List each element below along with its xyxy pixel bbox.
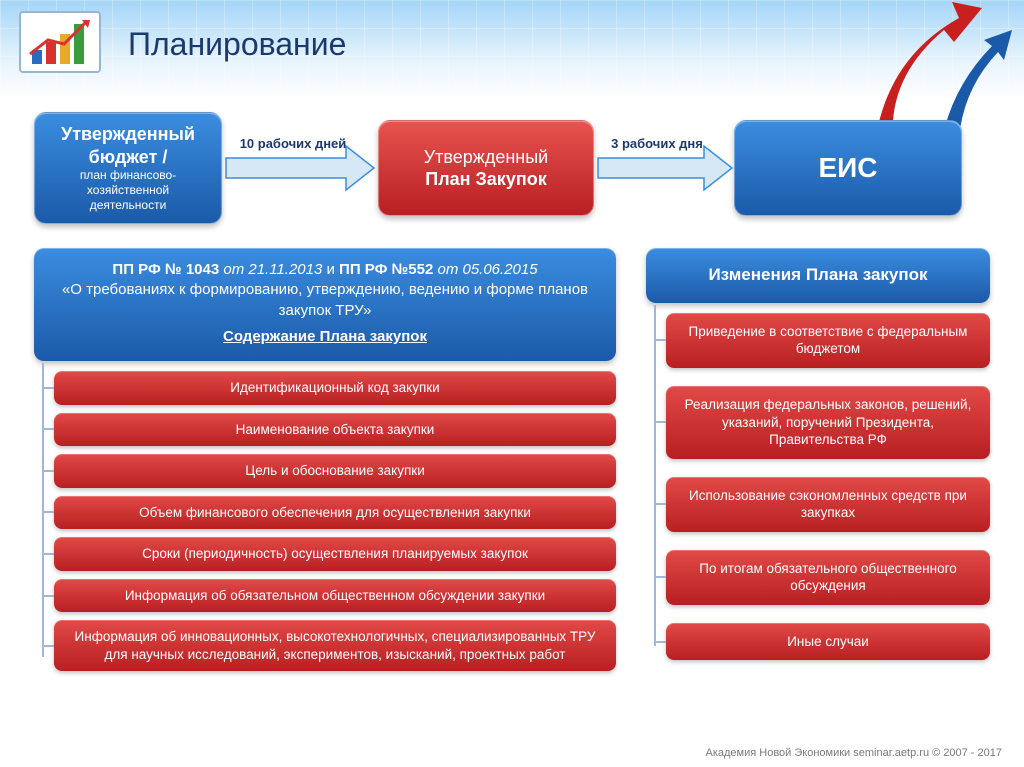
page-title: Планирование <box>128 26 346 63</box>
left-hdr-b1: ПП РФ № 1043 <box>112 261 219 278</box>
flow-box-budget-line3: план финансово-хозяйственной деятельност… <box>49 168 207 213</box>
flow-box-budget-line2: бюджет / <box>49 146 207 169</box>
left-hdr-underline: Содержание Плана закупок <box>223 327 427 347</box>
flow-box-plan-line2: План Закупок <box>393 168 579 191</box>
logo-chart-icon <box>18 10 102 74</box>
flow-arrow-1-label: 10 рабочих дней <box>222 136 364 151</box>
flow-box-plan-line1: Утвержденный <box>393 146 579 169</box>
right-pill: Использование сэкономленных средств при … <box>666 477 990 532</box>
right-pill: По итогам обязательного общественного об… <box>666 550 990 605</box>
left-hdr-line2: «О требованиях к формированию, утвержден… <box>52 280 598 321</box>
flow-box-eis: ЕИС <box>734 120 962 216</box>
left-pill: Информация об обязательном общественном … <box>54 579 616 613</box>
right-pill-list: Приведение в соответствие с федеральным … <box>646 313 990 660</box>
left-hdr-i2: от 05.06.2015 <box>433 261 537 278</box>
flow-box-budget-line1: Утвержденный <box>49 123 207 146</box>
left-hdr-mid: и <box>327 261 340 278</box>
left-pill: Наименование объекта закупки <box>54 413 616 447</box>
left-pill: Цель и обоснование закупки <box>54 454 616 488</box>
left-column: ПП РФ № 1043 от 21.11.2013 и ПП РФ №552 … <box>34 248 616 727</box>
flow-box-plan: Утвержденный План Закупок <box>378 120 594 216</box>
left-pill-list: Идентификационный код закупки Наименовани… <box>34 371 616 671</box>
right-pill: Иные случаи <box>666 623 990 661</box>
right-column-header: Изменения Плана закупок <box>646 248 990 303</box>
right-pill: Реализация федеральных законов, решений,… <box>666 386 990 459</box>
left-pill: Объем финансового обеспечения для осущес… <box>54 496 616 530</box>
flow-arrow-2-label: 3 рабочих дня <box>594 136 720 151</box>
footer-text: Академия Новой Экономики seminar.aetp.ru… <box>706 747 1003 759</box>
flow-row: Утвержденный бюджет / план финансово-хоз… <box>34 112 990 224</box>
left-pill: Сроки (периодичность) осуществления план… <box>54 537 616 571</box>
flow-arrow-2: 3 рабочих дня <box>594 138 734 198</box>
flow-box-eis-label: ЕИС <box>749 152 947 184</box>
right-column: Изменения Плана закупок Приведение в соо… <box>646 248 990 727</box>
left-pill: Идентификационный код закупки <box>54 371 616 405</box>
flow-arrow-1: 10 рабочих дней <box>222 138 378 198</box>
left-hdr-b2: ПП РФ №552 <box>339 261 433 278</box>
right-pill: Приведение в соответствие с федеральным … <box>666 313 990 368</box>
columns: ПП РФ № 1043 от 21.11.2013 и ПП РФ №552 … <box>34 248 990 727</box>
flow-box-budget: Утвержденный бюджет / план финансово-хоз… <box>34 112 222 224</box>
left-hdr-i1: от 21.11.2013 <box>219 261 326 278</box>
left-column-header: ПП РФ № 1043 от 21.11.2013 и ПП РФ №552 … <box>34 248 616 361</box>
right-hdr: Изменения Плана закупок <box>708 265 927 284</box>
left-pill: Информация об инновационных, высокотехно… <box>54 620 616 671</box>
